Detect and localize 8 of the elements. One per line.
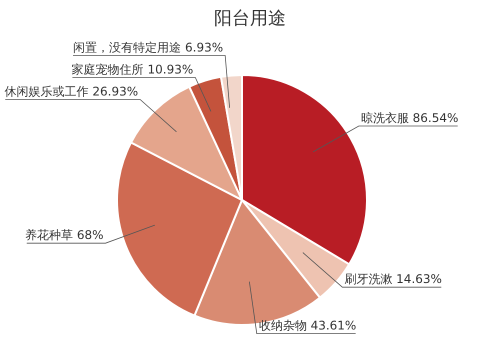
chart-title: 阳台用途 [213, 7, 287, 30]
slice-label: 休闲娱乐或工作 26.93% [4, 84, 138, 98]
slice-label: 刷牙洗漱 14.63% [344, 272, 442, 286]
slice-label: 养花种草 68% [25, 228, 104, 242]
slice-label: 家庭宠物住所 10.93% [72, 62, 194, 76]
slice-label: 闲置，没有特定用途 6.93% [73, 40, 224, 54]
slice-label: 收纳杂物 43.61% [258, 318, 356, 333]
slice-label: 晾洗衣服 86.54% [360, 111, 458, 126]
